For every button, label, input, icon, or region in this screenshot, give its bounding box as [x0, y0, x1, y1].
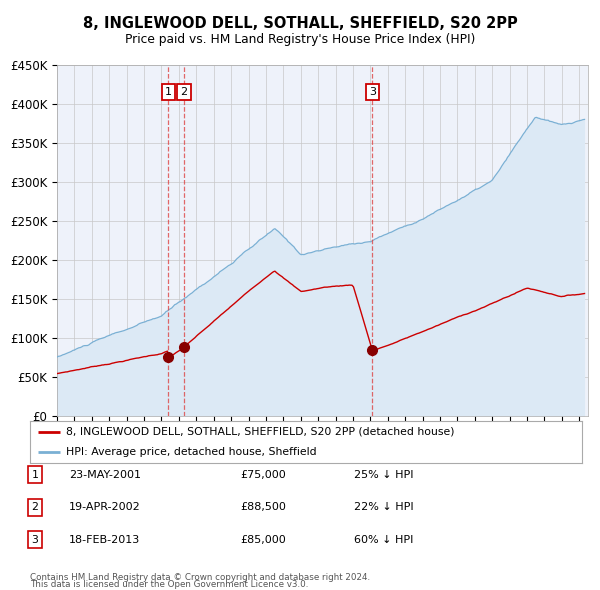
Text: Price paid vs. HM Land Registry's House Price Index (HPI): Price paid vs. HM Land Registry's House …: [125, 33, 475, 46]
Text: 3: 3: [31, 535, 38, 545]
Text: £88,500: £88,500: [240, 503, 286, 512]
Text: 25% ↓ HPI: 25% ↓ HPI: [354, 470, 413, 480]
Text: £85,000: £85,000: [240, 535, 286, 545]
Text: 1: 1: [31, 470, 38, 480]
Text: £75,000: £75,000: [240, 470, 286, 480]
Text: 19-APR-2002: 19-APR-2002: [69, 503, 141, 512]
Text: 2: 2: [31, 503, 38, 512]
Text: 3: 3: [369, 87, 376, 97]
Text: HPI: Average price, detached house, Sheffield: HPI: Average price, detached house, Shef…: [66, 447, 317, 457]
Text: 2: 2: [181, 87, 187, 97]
Text: 60% ↓ HPI: 60% ↓ HPI: [354, 535, 413, 545]
Text: 22% ↓ HPI: 22% ↓ HPI: [354, 503, 413, 512]
Text: Contains HM Land Registry data © Crown copyright and database right 2024.: Contains HM Land Registry data © Crown c…: [30, 572, 370, 582]
Text: 23-MAY-2001: 23-MAY-2001: [69, 470, 141, 480]
Text: 1: 1: [165, 87, 172, 97]
Text: 18-FEB-2013: 18-FEB-2013: [69, 535, 140, 545]
Text: 8, INGLEWOOD DELL, SOTHALL, SHEFFIELD, S20 2PP: 8, INGLEWOOD DELL, SOTHALL, SHEFFIELD, S…: [83, 16, 517, 31]
Text: 8, INGLEWOOD DELL, SOTHALL, SHEFFIELD, S20 2PP (detached house): 8, INGLEWOOD DELL, SOTHALL, SHEFFIELD, S…: [66, 427, 454, 437]
Text: This data is licensed under the Open Government Licence v3.0.: This data is licensed under the Open Gov…: [30, 579, 308, 589]
